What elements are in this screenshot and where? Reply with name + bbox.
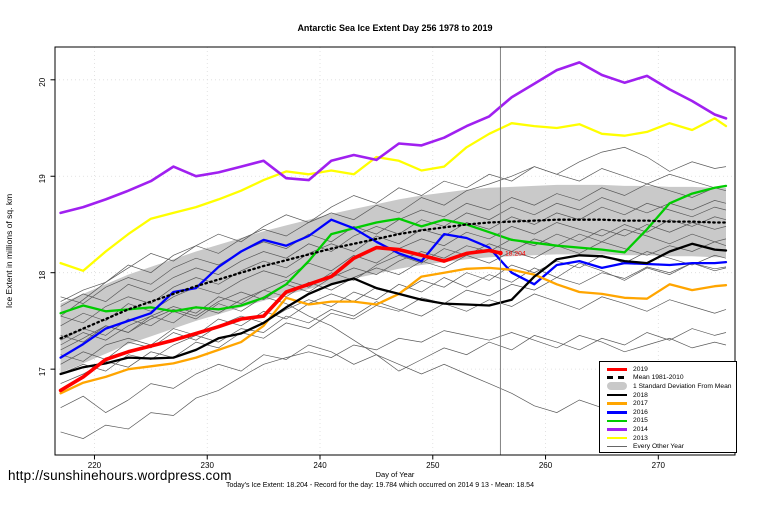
current-value-marker (498, 250, 503, 256)
x-tick-label: 240 (313, 461, 327, 470)
legend-swatch-thin (607, 446, 627, 448)
line-2013 (59, 117, 728, 272)
legend-item-label: 2019 (633, 365, 648, 373)
legend-item-2018: 2018 (607, 391, 736, 400)
line-other-year (60, 166, 727, 317)
line-other-year (60, 328, 727, 414)
x-tick-label: 270 (652, 461, 666, 470)
legend-swatch-dashed (607, 376, 627, 380)
plot-border (54, 46, 736, 456)
legend-swatch-medium (607, 436, 627, 440)
line-other-year (60, 330, 727, 439)
legend-item-1-standard-deviation-from-mean: 1 Standard Deviation From Mean (607, 382, 736, 391)
current-value-label: 18.204 (505, 251, 526, 258)
legend-item-label: 2014 (633, 425, 648, 433)
legend-item-2014: 2014 (607, 425, 736, 434)
legend-item-label: 2015 (633, 417, 648, 425)
legend-swatch-thick (607, 367, 627, 372)
legend-item-mean-1981-2010: Mean 1981-2010 (607, 374, 736, 383)
legend-item-2015: 2015 (607, 417, 736, 426)
x-axis-label: Day of Year (375, 470, 415, 479)
line-2015 (59, 184, 728, 315)
legend-swatch-medium (607, 393, 627, 397)
x-tick-label: 230 (201, 461, 215, 470)
legend-item-2013: 2013 (607, 434, 736, 443)
legend-swatch-medium (607, 402, 627, 405)
legend-item-label: 2017 (633, 400, 648, 408)
line-2016 (59, 218, 728, 359)
line-other-year (60, 202, 727, 324)
line-other-year (60, 262, 727, 365)
y-tick-label: 19 (38, 174, 47, 183)
line-2018 (59, 242, 728, 376)
legend-swatch-medium (607, 419, 627, 423)
legend-item-label: Every Other Year (633, 443, 684, 451)
x-tick-label: 260 (539, 461, 553, 470)
std-dev-band (60, 184, 727, 373)
line-other-year (60, 146, 727, 302)
legend-item-label: 1 Standard Deviation From Mean (633, 382, 732, 390)
legend-item-2017: 2017 (607, 399, 736, 408)
legend-item-2019: 2019 (607, 365, 736, 374)
legend-swatch-band (607, 382, 627, 391)
legend-swatch-medium (607, 411, 627, 414)
legend-swatch-medium (607, 428, 627, 431)
x-tick-label: 250 (426, 461, 440, 470)
legend-item-2016: 2016 (607, 408, 736, 417)
y-tick-label: 18 (38, 270, 47, 279)
legend: 2019 Mean 1981-2010 1 Standard Deviation F… (599, 361, 737, 453)
legend-item-label: 2013 (633, 434, 648, 442)
line-other-year (60, 293, 727, 375)
x-tick-label: 220 (88, 461, 102, 470)
legend-item-label: 2016 (633, 408, 648, 416)
line-other-year (60, 241, 727, 346)
legend-item-label: Mean 1981-2010 (633, 374, 684, 382)
line-mean-1981-2010 (59, 218, 728, 340)
watermark-url: http://sunshinehours.wordpress.com (8, 468, 232, 483)
y-axis-title: Ice Extent in millions of sq. km (4, 194, 14, 308)
legend-item-every-other-year: Every Other Year (607, 442, 736, 451)
line-2019 (58, 245, 503, 393)
chart-title: Antarctic Sea Ice Extent Day 256 1978 to… (297, 23, 493, 33)
line-other-year (60, 222, 727, 351)
line-other-year (60, 228, 727, 343)
y-tick-label: 20 (38, 77, 47, 86)
legend-item-label: 2018 (633, 391, 648, 399)
y-tick-label: 17 (38, 367, 47, 376)
line-2014 (59, 61, 728, 215)
footer-stats: Today's Ice Extent: 18.204 - Record for … (226, 482, 534, 489)
